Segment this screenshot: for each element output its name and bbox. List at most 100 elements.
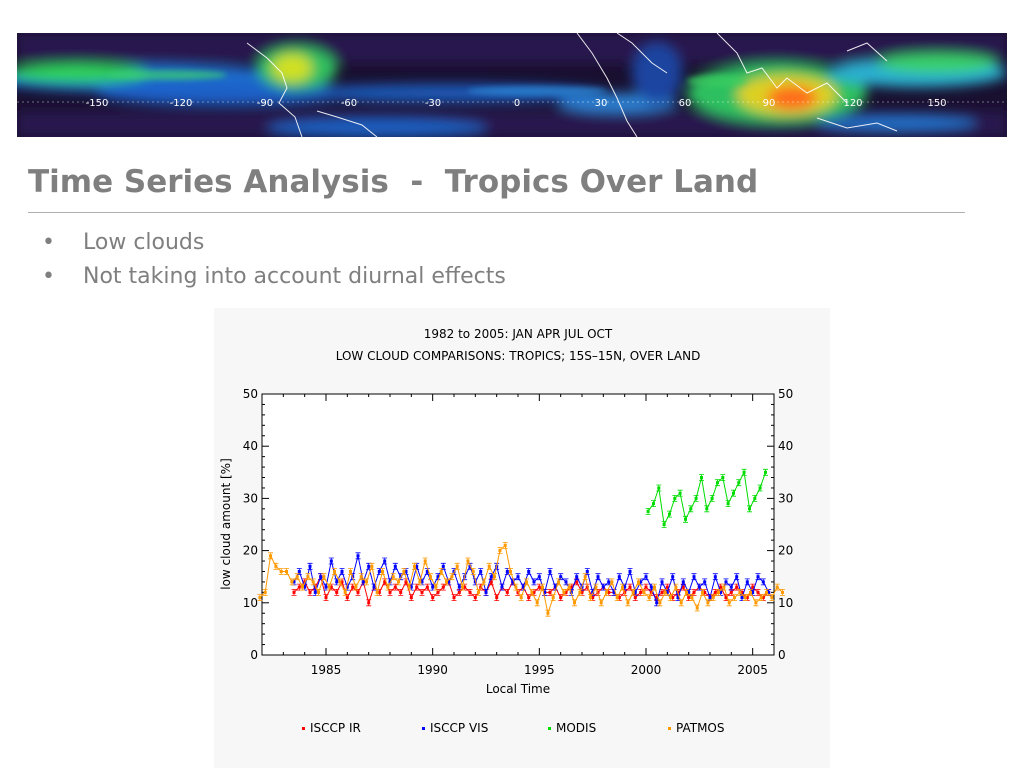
error-bar xyxy=(438,568,444,575)
error-bar xyxy=(574,573,580,581)
error-bar xyxy=(659,578,665,586)
error-bar xyxy=(780,589,785,596)
bullet-text: Low clouds xyxy=(83,230,205,255)
longitude-label: 120 xyxy=(843,98,862,109)
y-tick-label: 0 xyxy=(250,648,258,662)
error-bar xyxy=(595,573,601,581)
error-bar xyxy=(430,594,436,601)
error-bar xyxy=(609,578,615,586)
error-bar xyxy=(748,589,753,596)
error-bar xyxy=(374,589,380,596)
error-bar xyxy=(451,594,457,601)
error-bar xyxy=(291,589,297,596)
error-bar xyxy=(699,474,704,481)
title-divider xyxy=(28,212,965,213)
legend-marker xyxy=(302,727,305,730)
error-bar xyxy=(725,500,731,507)
error-bar xyxy=(737,589,743,596)
legend-item: PATMOS xyxy=(668,721,725,735)
error-bar xyxy=(307,589,313,596)
error-bar xyxy=(460,583,465,591)
y-tick-label-right: 30 xyxy=(778,491,793,505)
y-tick-label-right: 10 xyxy=(778,596,793,610)
legend-label: MODIS xyxy=(556,721,596,735)
error-bar xyxy=(513,583,519,591)
error-bar xyxy=(704,505,710,513)
legend-marker xyxy=(422,727,425,730)
error-bar xyxy=(614,594,620,601)
error-bar xyxy=(753,599,759,607)
x-tick-label: 2000 xyxy=(631,663,662,677)
error-bar xyxy=(497,547,503,554)
bullet-icon: • xyxy=(42,264,55,289)
bullet-list: • Low clouds • Not taking into account diu… xyxy=(42,226,506,294)
error-bar xyxy=(529,589,535,596)
y-tick-label-right: 50 xyxy=(778,387,793,401)
x-tick-label: 1990 xyxy=(417,663,448,677)
error-bar xyxy=(417,578,423,586)
error-bar xyxy=(390,573,396,581)
error-bar xyxy=(645,508,651,515)
legend-marker xyxy=(548,727,551,730)
error-bar xyxy=(305,573,311,581)
error-bar xyxy=(688,505,694,513)
error-bar xyxy=(526,568,532,575)
error-bar xyxy=(657,599,663,607)
error-bar xyxy=(755,589,761,596)
error-bar xyxy=(710,594,716,601)
error-bar xyxy=(550,594,556,601)
error-bar xyxy=(604,589,609,596)
error-bar xyxy=(600,583,606,591)
legend-item: ISCCP IR xyxy=(302,721,361,735)
error-bar xyxy=(558,594,564,601)
error-bar xyxy=(656,484,662,492)
y-tick-label: 50 xyxy=(243,387,258,401)
error-bar xyxy=(566,583,572,591)
error-bar xyxy=(424,583,430,591)
error-bar xyxy=(661,521,667,528)
error-bar xyxy=(702,578,708,586)
y-tick-label: 20 xyxy=(243,544,258,558)
error-bar xyxy=(339,568,345,575)
error-bar xyxy=(406,583,412,591)
y-tick-label: 40 xyxy=(243,439,258,453)
error-bar xyxy=(364,578,369,586)
error-bar xyxy=(472,594,478,601)
bullet-item: • Not taking into account diurnal effects xyxy=(42,260,506,294)
error-bar xyxy=(734,573,740,581)
error-bar xyxy=(736,479,742,487)
error-bar xyxy=(465,557,471,565)
error-bar xyxy=(401,568,407,575)
error-bar xyxy=(504,589,510,596)
error-bar xyxy=(355,552,361,560)
error-bar xyxy=(294,573,300,581)
error-bar xyxy=(630,589,636,596)
error-bar xyxy=(672,495,678,502)
error-bar xyxy=(515,573,521,581)
error-bar xyxy=(677,489,683,497)
error-bar xyxy=(481,578,487,586)
error-bar xyxy=(289,578,295,586)
error-bar xyxy=(721,583,727,591)
error-bar xyxy=(396,578,401,586)
cloud-map-banner: -150 -120 -90 -60 -30 0 30 60 90 120 150 xyxy=(17,33,1007,137)
longitude-label: -90 xyxy=(257,98,273,109)
error-bar xyxy=(715,479,720,487)
y-tick-label-right: 0 xyxy=(778,648,786,662)
error-bar xyxy=(643,573,649,581)
error-bar xyxy=(332,568,337,575)
error-bar xyxy=(353,583,359,591)
y-tick-label: 10 xyxy=(243,596,258,610)
series-patmos xyxy=(257,542,785,617)
longitude-label: 90 xyxy=(763,98,776,109)
error-bar xyxy=(508,568,513,575)
x-tick-label: 1995 xyxy=(524,663,555,677)
longitude-label: 150 xyxy=(927,98,946,109)
error-bar xyxy=(561,589,567,596)
error-bar xyxy=(262,589,268,596)
error-bar xyxy=(408,594,414,601)
error-bar xyxy=(531,578,537,586)
error-bar xyxy=(752,495,758,502)
error-bar xyxy=(454,562,460,570)
error-bar xyxy=(680,578,686,586)
